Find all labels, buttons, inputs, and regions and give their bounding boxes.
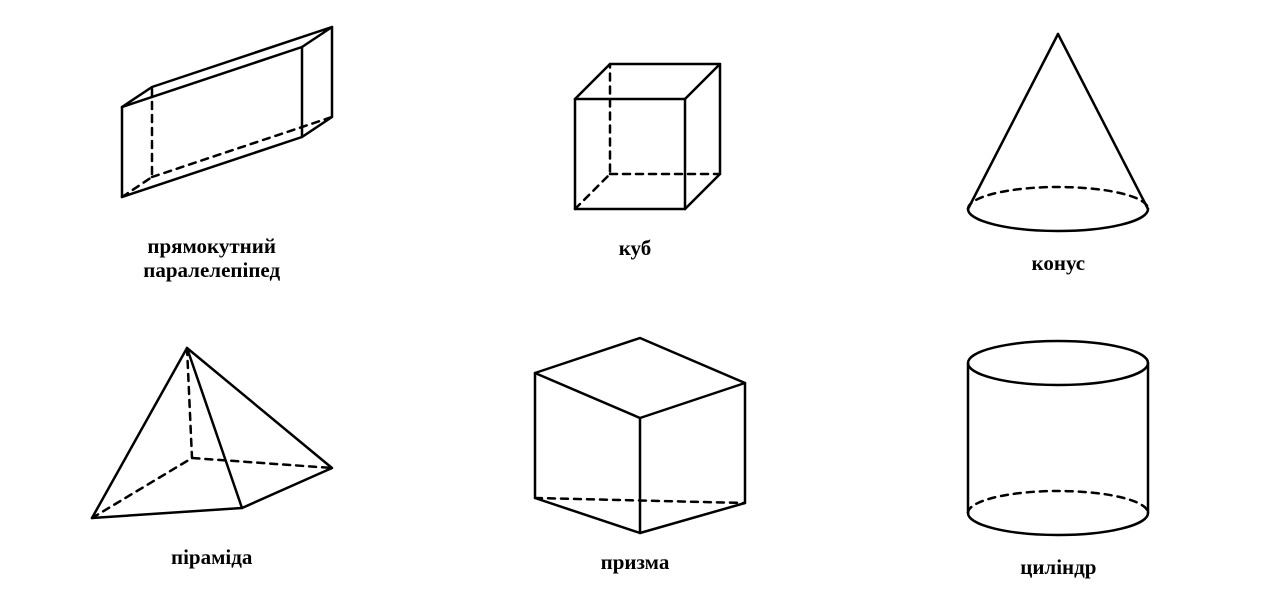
cube-svg xyxy=(535,39,735,229)
pyramid-label: піраміда xyxy=(171,546,252,569)
cone-label: конус xyxy=(1032,252,1086,275)
shape-pyramid: піраміда xyxy=(0,299,423,598)
shape-cube: куб xyxy=(423,0,846,299)
pyramid-svg xyxy=(72,328,352,538)
cone-svg xyxy=(938,24,1178,244)
shape-cone: конус xyxy=(847,0,1270,299)
shape-cylinder: циліндр xyxy=(847,299,1270,598)
shape-prism: призма xyxy=(423,299,846,598)
shape-parallelepiped: прямокутний паралелепіпед xyxy=(0,0,423,299)
cylinder-svg xyxy=(943,318,1173,548)
shapes-grid: прямокутний паралелепіпед куб конус пірамід… xyxy=(0,0,1270,598)
parallelepiped-label: прямокутний паралелепіпед xyxy=(143,235,280,281)
parallelepiped-svg xyxy=(82,17,342,227)
prism-svg xyxy=(505,323,765,543)
prism-label: призма xyxy=(601,551,670,574)
cylinder-label: циліндр xyxy=(1020,556,1096,579)
cube-label: куб xyxy=(619,237,652,260)
